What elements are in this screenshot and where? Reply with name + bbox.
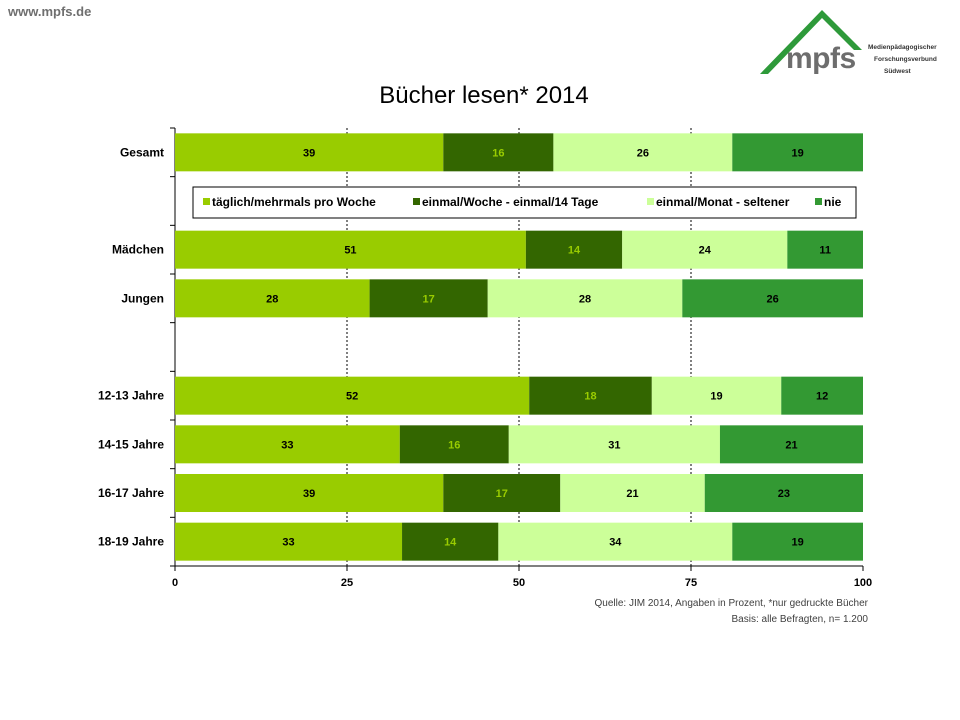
bar-einmal_woche-0 xyxy=(443,133,554,172)
bar-einmal_monat-3 xyxy=(487,279,683,318)
bar-einmal_woche-8 xyxy=(402,522,499,561)
data-label-einmal_woche-6: 16 xyxy=(448,439,460,451)
data-label-einmal_monat-5: 19 xyxy=(710,391,722,403)
bar-taeglich-5 xyxy=(175,376,530,415)
data-label-einmal_monat-0: 26 xyxy=(637,147,649,159)
category-label-7: 16-17 Jahre xyxy=(98,486,164,500)
data-label-taeglich-8: 33 xyxy=(282,537,294,549)
data-label-taeglich-3: 28 xyxy=(266,293,278,305)
data-label-nie-3: 26 xyxy=(767,293,779,305)
data-label-einmal_woche-3: 17 xyxy=(423,293,435,305)
data-label-nie-0: 19 xyxy=(792,147,804,159)
data-label-nie-7: 23 xyxy=(778,488,790,500)
bar-einmal_monat-8 xyxy=(498,522,733,561)
bar-einmal_woche-2 xyxy=(525,230,623,269)
data-label-taeglich-7: 39 xyxy=(303,488,315,500)
data-label-taeglich-5: 52 xyxy=(346,391,358,403)
data-label-einmal_woche-8: 14 xyxy=(444,537,457,549)
data-label-nie-6: 21 xyxy=(785,439,797,451)
category-label-6: 14-15 Jahre xyxy=(98,437,164,451)
bar-nie-6 xyxy=(719,425,863,464)
bar-nie-3 xyxy=(682,279,863,318)
x-tick-label-1: 25 xyxy=(341,577,353,589)
category-label-0: Gesamt xyxy=(120,145,164,159)
legend-label-einmal_monat: einmal/Monat - seltener xyxy=(656,195,790,209)
mpfs-logo: mpfs Medienpädagogischer Forschungsverbu… xyxy=(752,4,960,84)
legend-swatch-nie xyxy=(815,198,822,205)
legend-label-nie: nie xyxy=(824,195,842,209)
x-tick-label-3: 75 xyxy=(685,577,697,589)
bar-taeglich-6 xyxy=(175,425,400,464)
data-label-einmal_monat-6: 31 xyxy=(608,439,620,451)
bar-einmal_monat-5 xyxy=(651,376,782,415)
chart-title: Bücher lesen* 2014 xyxy=(379,82,589,109)
source-note: Quelle: JIM 2014, Angaben in Prozent, *n… xyxy=(594,598,868,609)
bar-taeglich-2 xyxy=(175,230,526,269)
data-label-taeglich-6: 33 xyxy=(281,439,293,451)
legend-box xyxy=(192,186,857,219)
category-label-8: 18-19 Jahre xyxy=(98,535,164,549)
legend-swatch-einmal_woche xyxy=(413,198,420,205)
logo-line-3: Südwest xyxy=(884,68,911,75)
bar-einmal_monat-7 xyxy=(560,474,705,512)
data-label-einmal_monat-2: 24 xyxy=(699,245,712,257)
bar-einmal_woche-5 xyxy=(529,376,652,415)
data-label-einmal_woche-0: 16 xyxy=(492,147,504,159)
data-label-einmal_woche-2: 14 xyxy=(568,245,581,257)
bar-nie-7 xyxy=(704,474,863,512)
bar-einmal_woche-6 xyxy=(399,425,509,464)
data-label-einmal_monat-7: 21 xyxy=(626,488,638,500)
data-label-einmal_monat-3: 28 xyxy=(579,293,591,305)
bar-einmal_woche-7 xyxy=(443,474,561,512)
bar-nie-2 xyxy=(787,230,863,269)
logo-line-1: Medienpädagogischer xyxy=(868,44,937,51)
category-label-3: Jungen xyxy=(121,291,164,305)
bar-taeglich-7 xyxy=(175,474,444,512)
data-label-taeglich-0: 39 xyxy=(303,147,315,159)
legend-label-taeglich: täglich/mehrmals pro Woche xyxy=(212,195,376,209)
data-label-nie-8: 19 xyxy=(792,537,804,549)
logo-roof-icon xyxy=(760,10,862,74)
x-tick-label-2: 50 xyxy=(513,577,525,589)
base-note: Basis: alle Befragten, n= 1.200 xyxy=(731,614,868,625)
legend-label-einmal_woche: einmal/Woche - einmal/14 Tage xyxy=(422,195,599,209)
bar-einmal_monat-2 xyxy=(622,230,788,269)
bar-nie-5 xyxy=(781,376,863,415)
bar-einmal_monat-6 xyxy=(508,425,720,464)
bar-nie-8 xyxy=(732,522,863,561)
legend-swatch-taeglich xyxy=(203,198,210,205)
data-label-einmal_monat-8: 34 xyxy=(609,537,622,549)
bar-taeglich-3 xyxy=(175,279,370,318)
logo-word: mpfs xyxy=(786,42,856,75)
data-label-nie-2: 11 xyxy=(819,245,831,257)
data-label-taeglich-2: 51 xyxy=(344,245,356,257)
bar-taeglich-8 xyxy=(175,522,403,561)
site-url[interactable]: www.mpfs.de xyxy=(8,4,92,19)
legend-swatch-einmal_monat xyxy=(647,198,654,205)
bar-taeglich-0 xyxy=(175,133,444,172)
bar-nie-0 xyxy=(732,133,863,172)
data-label-einmal_woche-5: 18 xyxy=(584,391,596,403)
data-label-nie-5: 12 xyxy=(816,391,828,403)
logo-line-2: Forschungsverbund xyxy=(874,56,937,63)
category-label-5: 12-13 Jahre xyxy=(98,389,164,403)
x-tick-label-4: 100 xyxy=(854,577,872,589)
data-label-einmal_woche-7: 17 xyxy=(496,488,508,500)
bar-einmal_woche-3 xyxy=(369,279,488,318)
x-tick-label-0: 0 xyxy=(172,577,178,589)
bar-einmal_monat-0 xyxy=(553,133,733,172)
category-label-2: Mädchen xyxy=(112,243,164,257)
